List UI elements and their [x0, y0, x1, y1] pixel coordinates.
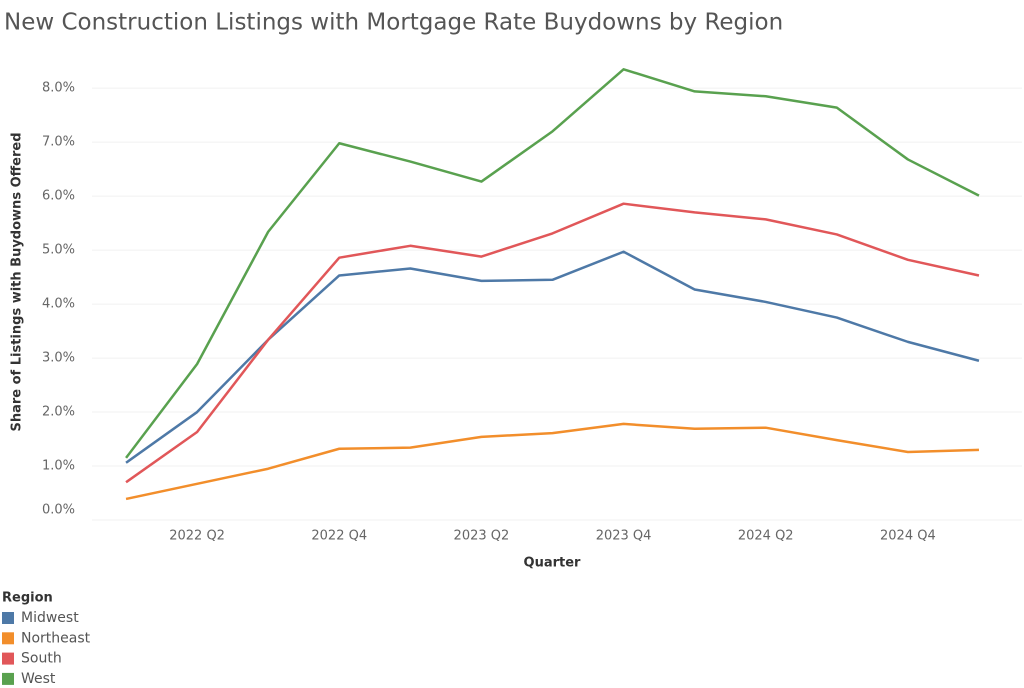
legend-swatch — [2, 652, 14, 665]
y-tick-label: 3.0% — [42, 351, 75, 366]
series-line — [125, 68, 980, 459]
x-tick-label: 2023 Q4 — [596, 529, 652, 544]
y-tick-label: 0.0% — [42, 503, 75, 518]
series-line — [125, 202, 980, 484]
x-axis-title: Quarter — [524, 556, 582, 571]
y-tick-label: 5.0% — [42, 243, 75, 258]
y-tick-label: 2.0% — [42, 405, 75, 420]
x-tick-label: 2024 Q4 — [880, 529, 936, 544]
legend-label: Midwest — [21, 610, 79, 626]
legend-label: Northeast — [21, 630, 91, 646]
legend-swatch — [2, 632, 14, 645]
y-axis-title: Share of Listings with Buydowns Offered — [10, 132, 25, 431]
x-tick-label: 2022 Q2 — [169, 529, 225, 544]
legend-title: Region — [2, 591, 53, 606]
x-tick-label: 2023 Q2 — [454, 529, 510, 544]
legend-label: South — [21, 651, 62, 667]
legend-label: West — [21, 671, 56, 687]
series-line — [125, 422, 979, 501]
legend-swatch — [2, 612, 14, 624]
y-tick-label: 1.0% — [42, 459, 75, 474]
y-tick-label: 4.0% — [42, 297, 75, 312]
y-tick-label: 6.0% — [42, 189, 75, 204]
x-tick-label: 2024 Q2 — [738, 529, 794, 544]
y-tick-label: 7.0% — [42, 135, 75, 150]
chart-title: New Construction Listings with Mortgage … — [4, 10, 783, 36]
y-tick-label: 8.0% — [42, 81, 75, 96]
legend-swatch — [2, 672, 14, 685]
x-tick-label: 2022 Q4 — [311, 529, 367, 544]
